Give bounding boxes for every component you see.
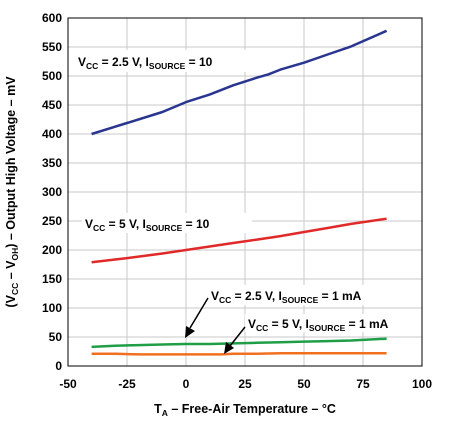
- annotation-box-1: [74, 50, 250, 72]
- x-tick-label: -25: [118, 377, 136, 391]
- y-tick-label: 200: [42, 243, 62, 257]
- y-tick-label: 50: [49, 330, 63, 344]
- x-axis-title: TA – Free-Air Temperature – °C: [154, 402, 336, 418]
- x-tick-label: 25: [238, 377, 252, 391]
- series-line-vcc25-i10: [91, 29, 388, 136]
- y-tick-labels: 0 50 100 150 200 250 300 350 400 450 500 550 600: [42, 11, 62, 373]
- y-tick-label: 350: [42, 156, 62, 170]
- series-line-vcc5-i10: [91, 217, 387, 264]
- x-tick-label: 100: [412, 377, 432, 391]
- annotation-vcc5-i1ma: VCC = 5 V, ISOURCE = 1 mA: [248, 317, 389, 333]
- x-tick-label: 75: [356, 377, 370, 391]
- x-tick-label: -50: [59, 377, 77, 391]
- y-tick-label: 550: [42, 40, 62, 54]
- y-axis-title: (VCC – VOH) – Output High Voltage – mV: [4, 76, 20, 308]
- annotation-vcc25-i10: VCC = 2.5 V, ISOURCE = 10: [78, 55, 213, 71]
- series-lines: [91, 29, 388, 356]
- annotation-vcc5-i10: VCC = 5 V, ISOURCE = 10: [85, 217, 210, 233]
- y-tick-label: 500: [42, 69, 62, 83]
- y-tick-label: 0: [55, 359, 62, 373]
- y-tick-label: 100: [42, 301, 62, 315]
- x-tick-label: 50: [297, 377, 311, 391]
- annotation-box-3: [208, 285, 415, 305]
- annotation-box-2: [82, 213, 252, 233]
- y-tick-label: 150: [42, 272, 62, 286]
- x-tick-labels: -50 -25 0 25 50 75 100: [59, 377, 432, 391]
- y-tick-label: 250: [42, 214, 62, 228]
- series-line-vcc5-i1ma: [91, 351, 387, 356]
- series-line-vcc25-i1ma: [91, 337, 387, 349]
- annotation-box-4: [245, 314, 419, 332]
- y-tick-label: 300: [42, 185, 62, 199]
- y-tick-label: 400: [42, 127, 62, 141]
- y-tick-label: 450: [42, 98, 62, 112]
- plot-frame: [67, 17, 423, 367]
- annotation-arrow-2: [224, 326, 246, 354]
- y-tick-label: 600: [42, 11, 62, 25]
- annotation-vcc25-i1ma: VCC = 2.5 V, ISOURCE = 1 mA: [211, 289, 362, 305]
- annotation-arrow-1: [185, 297, 209, 338]
- x-tick-label: 0: [183, 377, 190, 391]
